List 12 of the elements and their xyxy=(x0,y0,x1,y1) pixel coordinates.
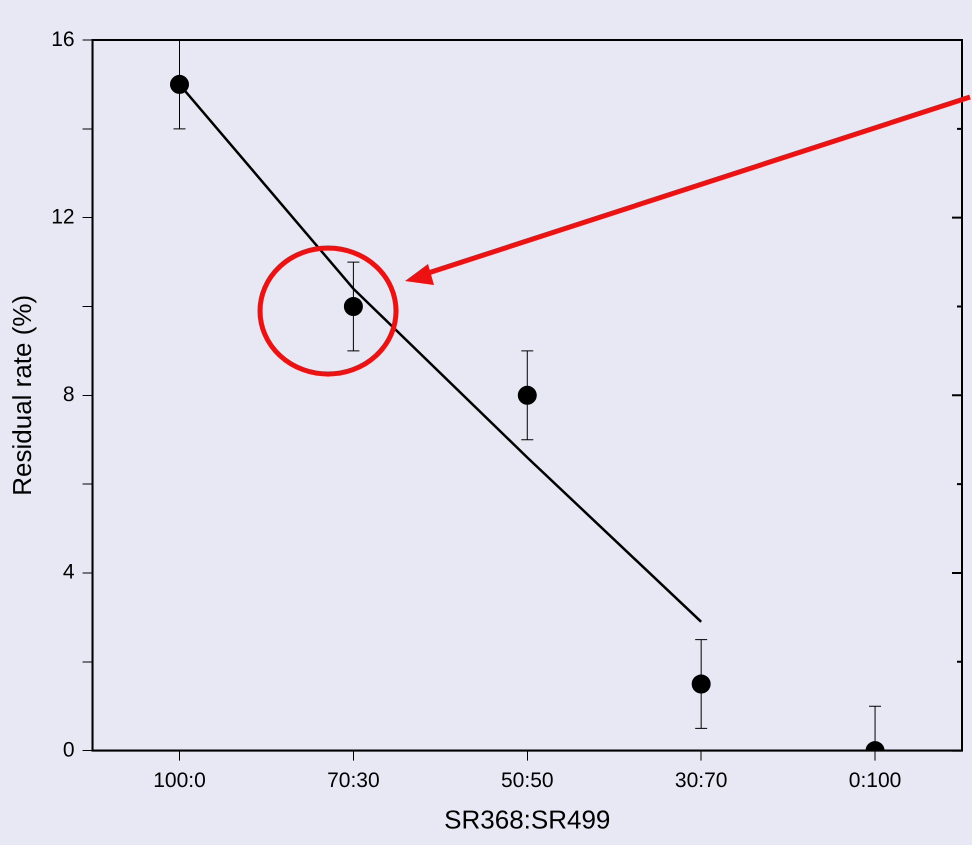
y-tick-label: 0 xyxy=(62,738,75,762)
x-tick-label: 30:70 xyxy=(674,768,728,792)
y-axis-title: Residual rate (%) xyxy=(6,294,37,496)
x-axis-title: SR368:SR499 xyxy=(444,804,610,835)
y-tick-label: 16 xyxy=(51,28,75,51)
x-tick-label: 50:50 xyxy=(501,768,554,792)
y-tick-label: 8 xyxy=(62,383,75,406)
x-tick-label: 70:30 xyxy=(327,768,380,792)
y-tick-label: 12 xyxy=(51,205,75,228)
y-tick-label: 4 xyxy=(62,560,75,584)
x-tick-label: 100:0 xyxy=(153,768,206,792)
x-tick-label: 0:100 xyxy=(848,768,902,792)
